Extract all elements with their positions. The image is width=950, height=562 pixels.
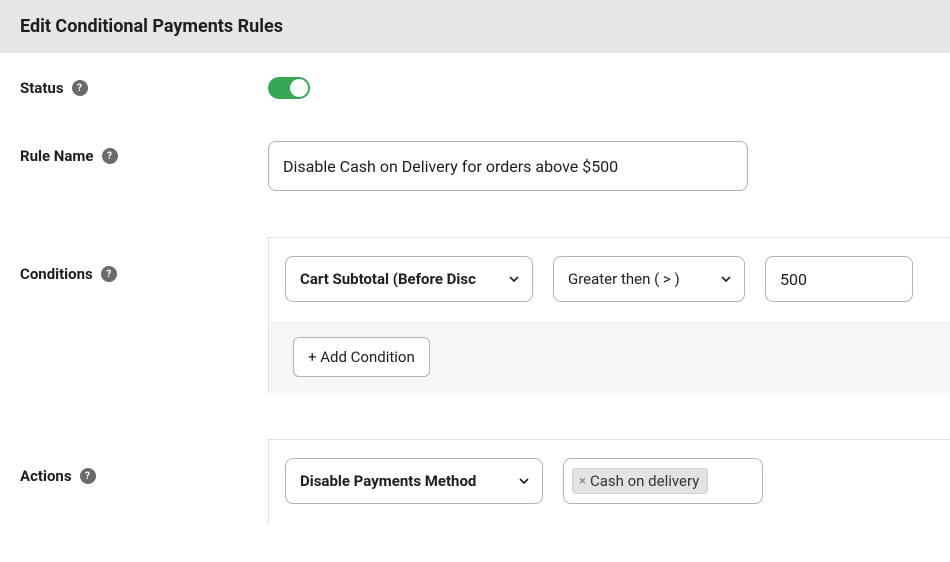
page-title: Edit Conditional Payments Rules <box>20 16 930 37</box>
status-toggle[interactable] <box>268 77 310 99</box>
condition-operator-select[interactable]: Greater then ( > ) <box>553 256 745 302</box>
action-type-select[interactable]: Disable Payments Method <box>285 458 543 504</box>
label-actions: Actions <box>20 467 72 485</box>
label-conditions-col: Conditions ? <box>20 237 268 283</box>
label-status: Status <box>20 79 64 97</box>
help-icon[interactable]: ? <box>102 148 118 164</box>
row-rule-name: Rule Name ? <box>20 141 950 191</box>
control-actions: Disable Payments Method × Cash on delive… <box>268 439 950 524</box>
label-rule-name: Rule Name <box>20 147 94 165</box>
form-body: Status ? Rule Name ? Conditions ? <box>0 53 950 524</box>
condition-value-input[interactable] <box>765 256 913 302</box>
row-conditions: Conditions ? Cart Subtotal (Before Disc … <box>20 237 950 393</box>
chevron-down-icon <box>508 273 520 285</box>
action-row: Disable Payments Method × Cash on delive… <box>269 440 950 524</box>
control-rule-name <box>268 141 950 191</box>
actions-box: Disable Payments Method × Cash on delive… <box>268 439 950 524</box>
label-conditions: Conditions <box>20 265 93 283</box>
condition-row: Cart Subtotal (Before Disc Greater then … <box>269 238 950 322</box>
payment-method-taginput[interactable]: × Cash on delivery <box>563 458 763 504</box>
control-conditions: Cart Subtotal (Before Disc Greater then … <box>268 237 950 393</box>
tag-remove-icon[interactable]: × <box>579 475 586 488</box>
control-status <box>268 77 950 103</box>
conditions-box: Cart Subtotal (Before Disc Greater then … <box>268 237 950 393</box>
row-status: Status ? <box>20 77 950 103</box>
tag-cash-on-delivery: × Cash on delivery <box>572 468 708 494</box>
label-rulename-col: Rule Name ? <box>20 141 268 165</box>
condition-field-select[interactable]: Cart Subtotal (Before Disc <box>285 256 533 302</box>
help-icon[interactable]: ? <box>101 266 117 282</box>
condition-field-label: Cart Subtotal (Before Disc <box>300 270 476 288</box>
tag-label: Cash on delivery <box>590 472 699 490</box>
condition-operator-label: Greater then ( > ) <box>568 270 680 288</box>
page-header: Edit Conditional Payments Rules <box>0 0 950 53</box>
label-actions-col: Actions ? <box>20 439 268 485</box>
row-actions: Actions ? Disable Payments Method × Cash <box>20 439 950 524</box>
chevron-down-icon <box>720 273 732 285</box>
help-icon[interactable]: ? <box>72 80 88 96</box>
action-type-label: Disable Payments Method <box>300 472 476 490</box>
rule-name-input[interactable] <box>268 141 748 191</box>
add-condition-button[interactable]: + Add Condition <box>293 337 430 377</box>
conditions-add-row: + Add Condition <box>269 322 950 393</box>
label-status-col: Status ? <box>20 77 268 97</box>
toggle-knob <box>290 79 308 97</box>
help-icon[interactable]: ? <box>80 468 96 484</box>
chevron-down-icon <box>518 475 530 487</box>
